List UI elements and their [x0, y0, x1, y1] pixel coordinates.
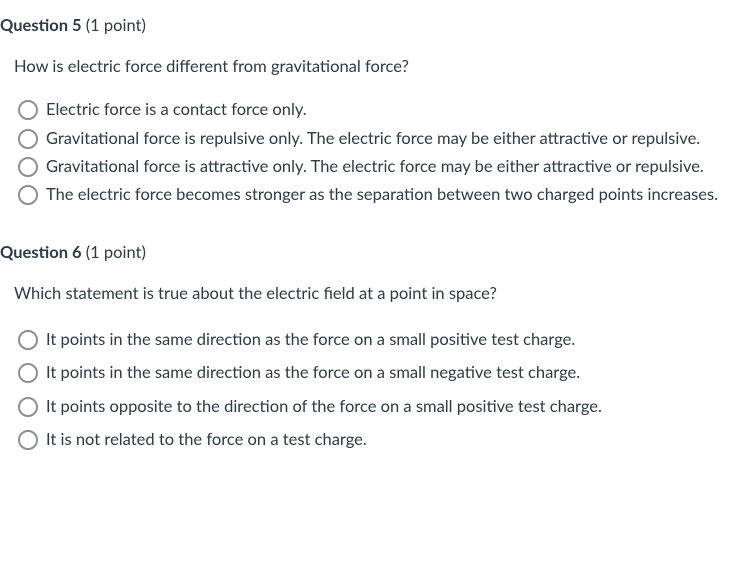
radio-icon[interactable] [18, 363, 38, 383]
answer-option[interactable]: It points opposite to the direction of t… [18, 390, 749, 423]
radio-icon[interactable] [18, 157, 38, 177]
answer-option[interactable]: The electric force becomes stronger as t… [18, 181, 749, 209]
answer-option[interactable]: Gravitational force is repulsive only. T… [18, 125, 749, 153]
question-points: (1 point) [86, 242, 146, 262]
radio-icon[interactable] [18, 397, 38, 417]
radio-icon[interactable] [18, 430, 38, 450]
answer-option[interactable]: It points in the same direction as the f… [18, 356, 749, 389]
answer-text: It points in the same direction as the f… [46, 361, 749, 384]
answer-text: It is not related to the force on a test… [46, 428, 749, 451]
answer-option[interactable]: It is not related to the force on a test… [18, 423, 749, 456]
question-block-5: Question 5 (1 point) How is electric for… [0, 0, 749, 227]
answers-list: It points in the same direction as the f… [0, 323, 749, 455]
question-block-6: Question 6 (1 point) Which statement is … [0, 227, 749, 474]
radio-icon[interactable] [18, 185, 38, 205]
answer-text: Gravitational force is repulsive only. T… [46, 127, 749, 150]
answer-text: It points in the same direction as the f… [46, 328, 749, 351]
answer-option[interactable]: Gravitational force is attractive only. … [18, 153, 749, 181]
answer-text: The electric force becomes stronger as t… [46, 183, 749, 206]
radio-icon[interactable] [18, 330, 38, 350]
question-title: Question 6 [0, 242, 82, 262]
question-prompt: How is electric force different from gra… [0, 51, 749, 96]
radio-icon[interactable] [18, 100, 38, 120]
question-prompt: Which statement is true about the electr… [0, 278, 749, 323]
answer-text: Gravitational force is attractive only. … [46, 155, 749, 178]
question-points: (1 point) [86, 15, 146, 35]
answer-option[interactable]: Electric force is a contact force only. [18, 96, 749, 124]
answers-list: Electric force is a contact force only. … [0, 96, 749, 208]
question-header: Question 6 (1 point) [0, 235, 749, 278]
question-title: Question 5 [0, 15, 82, 35]
question-header: Question 5 (1 point) [0, 8, 749, 51]
answer-text: Electric force is a contact force only. [46, 98, 749, 121]
answer-option[interactable]: It points in the same direction as the f… [18, 323, 749, 356]
answer-text: It points opposite to the direction of t… [46, 395, 749, 418]
radio-icon[interactable] [18, 129, 38, 149]
